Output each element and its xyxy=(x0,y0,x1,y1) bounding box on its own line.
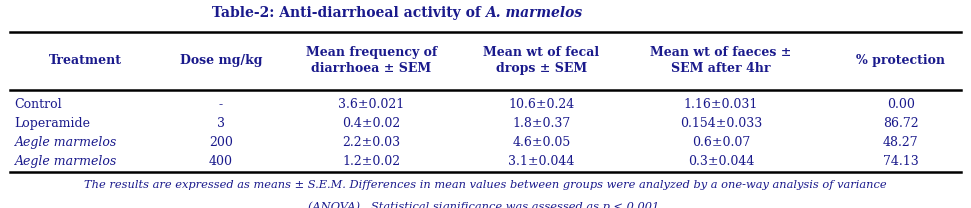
Text: 3: 3 xyxy=(217,117,225,130)
Text: 10.6±0.24: 10.6±0.24 xyxy=(508,98,575,111)
Text: 0.3±0.044: 0.3±0.044 xyxy=(687,156,754,168)
Text: Mean wt of fecal
drops ± SEM: Mean wt of fecal drops ± SEM xyxy=(484,46,599,75)
Text: 1.2±0.02: 1.2±0.02 xyxy=(343,156,400,168)
Text: Table-2: Anti-diarrhoeal activity of: Table-2: Anti-diarrhoeal activity of xyxy=(212,6,486,20)
Text: 0.154±0.033: 0.154±0.033 xyxy=(680,117,762,130)
Text: Dose mg/kg: Dose mg/kg xyxy=(180,54,262,67)
Text: 74.13: 74.13 xyxy=(883,156,919,168)
Text: 200: 200 xyxy=(209,136,233,149)
Text: 0.4±0.02: 0.4±0.02 xyxy=(343,117,400,130)
Text: 1.16±0.031: 1.16±0.031 xyxy=(684,98,758,111)
Text: 3.1±0.044: 3.1±0.044 xyxy=(508,156,575,168)
Text: Treatment: Treatment xyxy=(49,54,121,67)
Text: 4.6±0.05: 4.6±0.05 xyxy=(513,136,570,149)
Text: Aegle marmelos: Aegle marmelos xyxy=(15,136,117,149)
Text: 86.72: 86.72 xyxy=(883,117,919,130)
Text: Control: Control xyxy=(15,98,62,111)
Text: The results are expressed as means ± S.E.M. Differences in mean values between g: The results are expressed as means ± S.E… xyxy=(84,180,887,190)
Text: Mean frequency of
diarrhoea ± SEM: Mean frequency of diarrhoea ± SEM xyxy=(306,46,437,75)
Text: Loperamide: Loperamide xyxy=(15,117,90,130)
Text: 48.27: 48.27 xyxy=(883,136,919,149)
Text: 0.6±0.07: 0.6±0.07 xyxy=(692,136,750,149)
Text: 3.6±0.021: 3.6±0.021 xyxy=(338,98,405,111)
Text: 400: 400 xyxy=(209,156,233,168)
Text: (ANOVA).  Statistical significance was assessed as p < 0.001.: (ANOVA). Statistical significance was as… xyxy=(308,202,663,208)
Text: % protection: % protection xyxy=(856,54,945,67)
Text: 1.8±0.37: 1.8±0.37 xyxy=(513,117,570,130)
Text: -: - xyxy=(218,98,223,111)
Text: 0.00: 0.00 xyxy=(887,98,915,111)
Text: Mean wt of faeces ±
SEM after 4hr: Mean wt of faeces ± SEM after 4hr xyxy=(651,46,791,75)
Text: A. marmelos: A. marmelos xyxy=(486,6,583,20)
Text: 2.2±0.03: 2.2±0.03 xyxy=(343,136,400,149)
Text: Aegle marmelos: Aegle marmelos xyxy=(15,156,117,168)
